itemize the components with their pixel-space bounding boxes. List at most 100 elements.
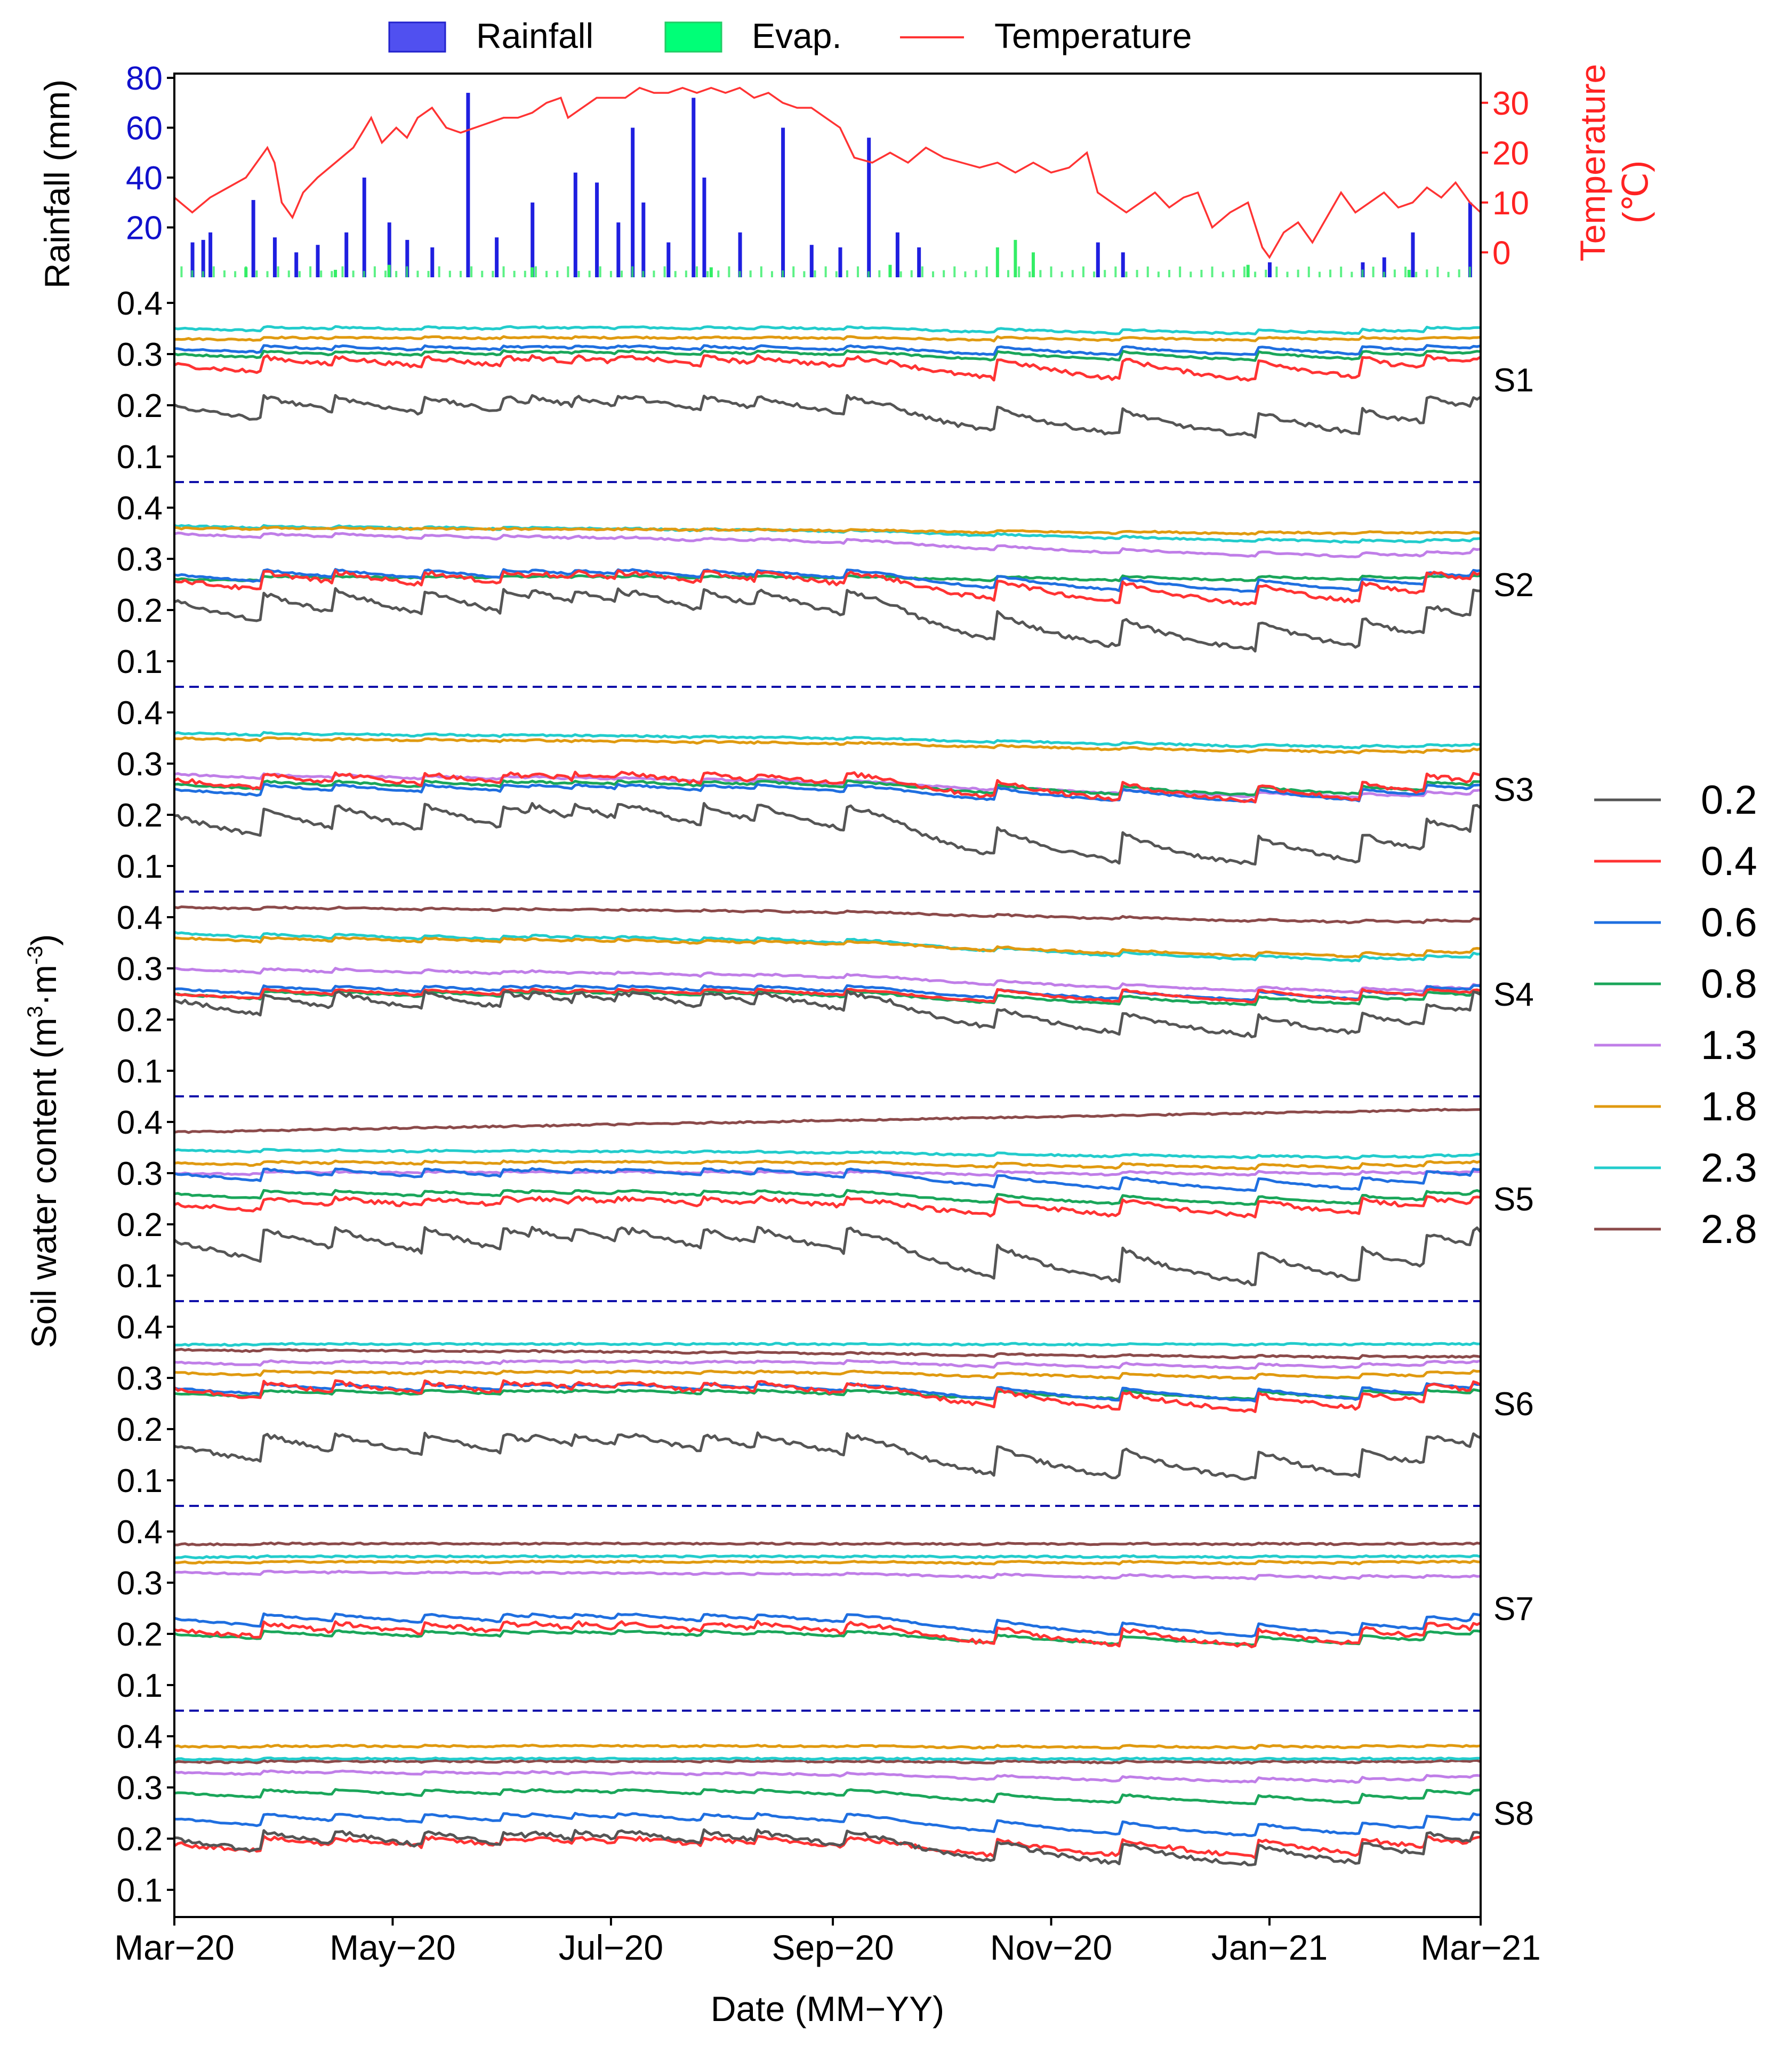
swc-line-S7-0.8: [174, 1629, 1481, 1647]
evap-bar-bg-266: [1125, 271, 1128, 277]
evap-bar-bg-191: [857, 266, 859, 277]
rain-bar-19: [641, 202, 646, 277]
rain-bar-36: [1468, 202, 1472, 277]
evap-bar-bg-362: [1468, 267, 1471, 277]
swc-tick-label-S5-2: 0.3: [117, 1156, 163, 1192]
evap-bar-bg-56: [373, 266, 376, 277]
evap-bar-bg-95: [513, 270, 516, 277]
evap-bar-bg-107: [556, 270, 559, 277]
rain-bar-10: [405, 239, 409, 277]
evap-bar-6: [995, 247, 999, 277]
swc-line-S8-0.8: [174, 1787, 1481, 1806]
evap-bar-bg-59: [384, 270, 387, 277]
evap-bar-bg-113: [577, 271, 580, 277]
rain-bar-9: [387, 222, 391, 277]
swc-line-S7-2.8: [174, 1541, 1481, 1546]
legend-label-0.2: 0.2: [1701, 777, 1757, 823]
evap-bar-bg-146: [696, 266, 698, 277]
evap-bar-bg-2: [180, 266, 183, 277]
evap-bar-bg-281: [1179, 266, 1182, 277]
rain-bar-18: [631, 127, 635, 277]
site-label-S6: S6: [1493, 1386, 1534, 1423]
swc-line-S2-1.8: [174, 526, 1481, 536]
swc-line-S5-0.8: [174, 1189, 1481, 1206]
rain-bar-32: [1267, 262, 1272, 277]
site-panel-S8: 0.1 0.2 0.3 0.4 S8: [117, 1719, 1534, 1909]
evap-bar-5: [888, 264, 892, 277]
swc-line-S1-2.3: [174, 325, 1481, 335]
evap-bar-bg-209: [921, 266, 923, 277]
evap-bar-bg-131: [642, 271, 645, 277]
evap-bar-bg-26: [266, 271, 269, 277]
site-panel-S4: 0.1 0.2 0.3 0.4 S4: [117, 900, 1534, 1097]
swc-tick-label-S3-1: 0.2: [117, 797, 163, 834]
evap-bar-bg-179: [814, 270, 816, 277]
swc-line-S2-0.2: [174, 587, 1481, 653]
evap-bar-bg-44: [331, 271, 333, 277]
swc-line-S8-0.4: [173, 1834, 1481, 1859]
legend-evap-label: Evap.: [752, 16, 842, 55]
swc-line-S7-1.8: [174, 1559, 1481, 1566]
legend-temperature-label: Temperature: [994, 16, 1192, 55]
swc-line-S1-0.4: [173, 354, 1482, 382]
temp-tick-label-2: 20: [1492, 135, 1529, 172]
evap-bar-bg-98: [524, 270, 526, 277]
site-label-S4: S4: [1493, 976, 1534, 1013]
rain-bar-20: [666, 242, 671, 277]
swc-tick-label-S7-3: 0.4: [117, 1514, 163, 1551]
evap-bar-bg-353: [1436, 267, 1439, 277]
evap-bars: [180, 239, 1471, 277]
rainfall-axis-label: Rainfall (mm): [37, 79, 77, 288]
evap-bar-bg-62: [395, 271, 398, 277]
rain-bar-28: [895, 232, 899, 277]
swc-line-S5-1.8: [174, 1159, 1481, 1170]
rain-bar-7: [344, 232, 349, 277]
swc-line-S1-1.8: [174, 335, 1481, 343]
evap-bar-bg-155: [728, 266, 730, 277]
swc-tick-label-S6-1: 0.2: [117, 1412, 163, 1448]
swc-line-S5-2.3: [174, 1148, 1481, 1160]
site-label-S1: S1: [1493, 362, 1534, 399]
swc-line-S1-0.2: [173, 394, 1482, 439]
evap-bar-bg-221: [964, 271, 967, 277]
evap-bar-bg-29: [277, 266, 279, 277]
temp-tick-label-1: 10: [1492, 185, 1529, 222]
site-panel-S6: 0.1 0.2 0.3 0.4 S6: [117, 1309, 1534, 1507]
temperature-axis-ticks: 0 10 20 30: [1481, 85, 1529, 271]
swc-line-S6-2.8: [174, 1348, 1481, 1360]
x-tick-label-6: Mar−21: [1420, 1928, 1541, 1967]
rain-bar-21: [692, 98, 696, 277]
evap-bar-1: [334, 269, 337, 277]
evap-bar-bg-194: [867, 271, 870, 277]
swc-tick-label-S7-0: 0.1: [117, 1667, 163, 1704]
swc-line-S4-0.4: [174, 988, 1481, 1004]
swc-line-S3-0.2: [174, 802, 1482, 866]
swc-tick-label-S1-3: 0.4: [117, 285, 163, 322]
swc-line-S7-0.6: [174, 1612, 1481, 1638]
evap-bar-bg-317: [1307, 266, 1310, 277]
evap-bar-bg-104: [545, 270, 548, 277]
swc-tick-label-S1-2: 0.3: [117, 336, 163, 373]
evap-bar-bg-236: [1018, 266, 1020, 277]
swc-line-S8-2.8: [174, 1759, 1481, 1765]
evap-bar-bg-275: [1157, 271, 1160, 277]
rain-bar-34: [1382, 257, 1386, 277]
evap-bar-bg-101: [534, 266, 537, 277]
evap-bar-bg-227: [985, 266, 988, 277]
evap-bar-bg-311: [1286, 271, 1289, 277]
evap-bar-0: [244, 267, 248, 277]
swc-line-S4-2.8: [174, 905, 1481, 925]
evap-bar-bg-119: [599, 266, 601, 277]
swc-line-S8-2.3: [174, 1757, 1481, 1762]
rain-tick-label-3: 80: [126, 60, 163, 97]
evap-bar-bg-110: [567, 266, 569, 277]
rain-bar-3: [251, 200, 255, 277]
evap-bar-bg-344: [1404, 267, 1407, 277]
swc-line-S1-0.6: [174, 344, 1481, 356]
evap-bar-bg-320: [1318, 271, 1321, 277]
evap-bar-bg-248: [1060, 271, 1063, 277]
site-label-S2: S2: [1493, 567, 1534, 604]
legend-rainfall-swatch: [388, 21, 446, 53]
evap-bar-bg-233: [1007, 270, 1009, 277]
